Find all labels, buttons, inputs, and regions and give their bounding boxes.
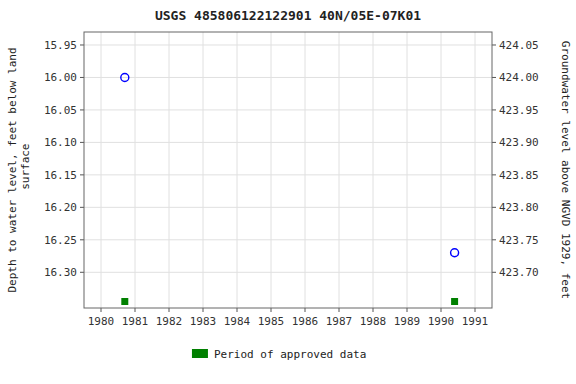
- tick: [305, 308, 306, 312]
- tick-label: 1986: [292, 315, 319, 328]
- tick: [80, 109, 84, 110]
- circle-point: [121, 73, 129, 81]
- plot-area: [84, 32, 492, 308]
- grid-line: [84, 142, 492, 143]
- tick-label: 424.05: [499, 39, 539, 52]
- tick-label: 1989: [394, 315, 421, 328]
- tick-label: 423.75: [499, 234, 539, 247]
- tick-label: 16.15: [44, 169, 77, 182]
- legend: Period of approved data: [192, 348, 366, 361]
- tick: [492, 44, 496, 45]
- grid-line: [475, 32, 476, 308]
- grid-line: [305, 32, 306, 308]
- tick-label: 1984: [224, 315, 251, 328]
- title: USGS 485806122122901 40N/05E-07K01: [155, 8, 421, 23]
- y-axis-label: Depth to water level, feet below land su…: [6, 47, 32, 292]
- legend-label: Period of approved data: [214, 348, 366, 361]
- tick: [492, 207, 496, 208]
- grid-line: [373, 32, 374, 308]
- tick: [203, 308, 204, 312]
- tick: [475, 308, 476, 312]
- grid-line: [135, 32, 136, 308]
- tick-label: 16.30: [44, 266, 77, 279]
- grid-line: [84, 44, 492, 45]
- tick: [492, 174, 496, 175]
- grid-line: [271, 32, 272, 308]
- tick-label: 424.00: [499, 71, 539, 84]
- tick-label: 1991: [462, 315, 489, 328]
- tick: [492, 77, 496, 78]
- tick: [80, 239, 84, 240]
- tick-label: 423.85: [499, 169, 539, 182]
- tick: [80, 44, 84, 45]
- tick: [492, 272, 496, 273]
- circle-point: [451, 249, 459, 257]
- tick-label: 1982: [156, 315, 183, 328]
- y-axis-label-line: surface: [19, 144, 32, 197]
- y2-axis-label: Groundwater level above NGVD 1929, feet: [559, 41, 572, 299]
- tick: [80, 77, 84, 78]
- tick: [135, 308, 136, 312]
- square-point: [121, 298, 128, 305]
- tick-label: 16.10: [44, 136, 77, 149]
- tick-label: 16.20: [44, 201, 77, 214]
- grid-line: [84, 109, 492, 110]
- tick-label: 423.95: [499, 104, 539, 117]
- grid-line: [441, 32, 442, 308]
- grid-line: [101, 32, 102, 308]
- grid-line: [237, 32, 238, 308]
- grid-line: [203, 32, 204, 308]
- tick: [339, 308, 340, 312]
- grid-line: [84, 174, 492, 175]
- tick: [237, 308, 238, 312]
- grid-line: [84, 77, 492, 78]
- tick: [492, 109, 496, 110]
- grid-line: [84, 272, 492, 273]
- grid-line: [84, 239, 492, 240]
- tick-label: 1980: [88, 315, 115, 328]
- tick: [492, 142, 496, 143]
- tick-label: 423.70: [499, 266, 539, 279]
- tick-label: 423.90: [499, 136, 539, 149]
- tick: [80, 174, 84, 175]
- tick-label: 16.00: [44, 71, 77, 84]
- plot-frame: [84, 32, 492, 308]
- tick-label: 1985: [258, 315, 285, 328]
- tick-label: 423.80: [499, 201, 539, 214]
- grid-line: [169, 32, 170, 308]
- tick: [169, 308, 170, 312]
- grid-line: [339, 32, 340, 308]
- tick: [101, 308, 102, 312]
- tick: [271, 308, 272, 312]
- tick-label: 1981: [122, 315, 149, 328]
- tick-label: 1990: [428, 315, 455, 328]
- tick-label: 1987: [326, 315, 353, 328]
- tick: [80, 142, 84, 143]
- grid-line: [407, 32, 408, 308]
- tick: [441, 308, 442, 312]
- grid-line: [84, 207, 492, 208]
- tick-label: 16.25: [44, 234, 77, 247]
- y-axis-label-line: Depth to water level, feet below land: [6, 47, 19, 292]
- square-point: [451, 298, 458, 305]
- tick: [80, 272, 84, 273]
- tick-label: 1983: [190, 315, 217, 328]
- tick: [80, 207, 84, 208]
- tick-label: 1988: [360, 315, 387, 328]
- tick: [407, 308, 408, 312]
- tick: [492, 239, 496, 240]
- tick-label: 16.05: [44, 104, 77, 117]
- tick-label: 15.95: [44, 39, 77, 52]
- marks: [121, 73, 459, 305]
- legend-swatch: [192, 349, 208, 358]
- chart: 1980 1981 1982 1983 1984 1985 1986 1987 1988 1989…: [0, 0, 576, 384]
- tick: [373, 308, 374, 312]
